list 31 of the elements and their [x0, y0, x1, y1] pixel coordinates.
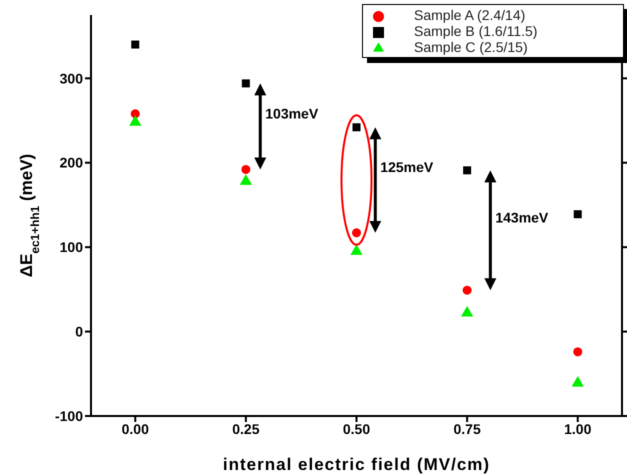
point	[461, 306, 474, 317]
legend-label: Sample C (2.5/15)	[414, 39, 528, 55]
annotation: 125meV	[380, 159, 434, 176]
x-tick-label: 0.50	[342, 420, 370, 437]
annotation: 143meV	[495, 209, 549, 226]
point	[463, 166, 472, 174]
annotation: 103meV	[265, 105, 319, 122]
x-tick-label: 1.00	[564, 420, 592, 437]
y-tick-label: -100	[54, 408, 84, 424]
point	[352, 123, 360, 132]
x-tick-label: 0.00	[122, 420, 150, 437]
y-tick-label: 200	[60, 154, 84, 171]
x-tick-label: 0.25	[232, 420, 260, 437]
point	[352, 228, 362, 238]
point	[241, 164, 250, 174]
legend-label: Sample B (1.6/11.5)	[414, 23, 538, 39]
point	[573, 347, 582, 356]
y-tick-label: 100	[60, 239, 84, 256]
y-tick-label: 300	[60, 70, 84, 86]
point	[462, 286, 472, 295]
point	[240, 174, 252, 185]
point	[350, 244, 363, 255]
point	[242, 79, 250, 88]
x-tick-label: 0.75	[454, 420, 481, 437]
y-tick-label: 0	[75, 324, 84, 340]
point	[130, 109, 140, 118]
point	[574, 210, 582, 218]
legend-label: Sample A (2.4/14)	[414, 7, 526, 23]
point	[131, 40, 140, 49]
point	[572, 376, 584, 387]
x-axis-title: internal electric field (MV/cm)	[222, 455, 490, 474]
